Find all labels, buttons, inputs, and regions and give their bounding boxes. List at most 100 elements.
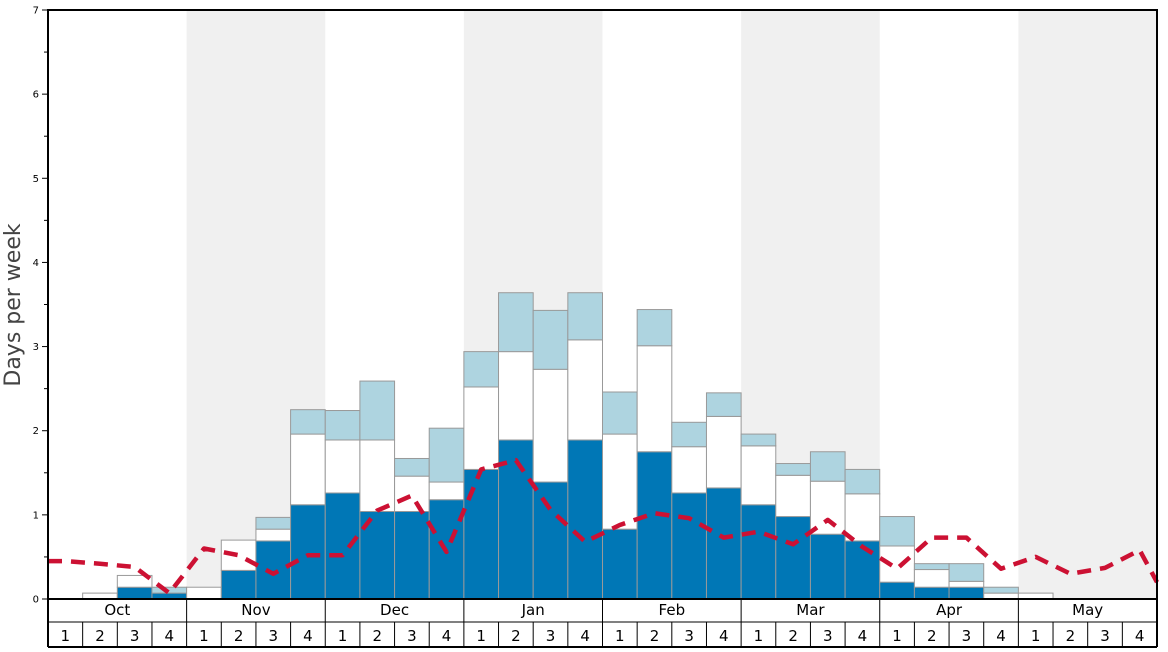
week-label: 1 [476, 627, 486, 645]
bar-segment [775, 474, 811, 518]
y-tick-label: 7 [33, 6, 39, 17]
week-label: 1 [1031, 627, 1041, 645]
week-label: 4 [1135, 627, 1145, 645]
bar-segment [879, 581, 915, 600]
week-label: 2 [372, 627, 382, 645]
month-band-may [1018, 10, 1157, 599]
y-axis-label: Days per week [1, 223, 26, 386]
bar-segment [116, 586, 153, 600]
bar-segment [948, 580, 985, 588]
week-label: 2 [788, 627, 798, 645]
week-label: 3 [684, 627, 694, 645]
bar-segment [498, 292, 534, 353]
month-label-nov: Nov [241, 601, 270, 619]
month-label-mar: Mar [796, 601, 825, 619]
week-label: 3 [407, 627, 417, 645]
week-label: 4 [580, 627, 590, 645]
bar-segment [948, 563, 985, 582]
bar-segment [324, 492, 361, 600]
week-label: 2 [927, 627, 937, 645]
bar-segment [359, 380, 396, 441]
week-label: 1 [754, 627, 764, 645]
bar-segment [636, 345, 673, 453]
week-label: 4 [996, 627, 1006, 645]
bar-segment [463, 468, 500, 600]
x-axis: Oct Nov Dec Jan Feb Mar Apr May 1 2 3 4 1 2 3 4 1 2 3 4 1 2 3 4… [47, 599, 1158, 648]
bar-segment [602, 528, 638, 600]
bar-segment [255, 516, 292, 530]
week-label: 2 [511, 627, 521, 645]
week-label: 3 [546, 627, 556, 645]
bar-segment [532, 309, 569, 370]
y-tick-label: 1 [33, 510, 39, 521]
bar-segment [809, 533, 846, 600]
bar-segment [324, 410, 361, 441]
bar-segment [220, 569, 257, 600]
bar-segment [775, 516, 811, 600]
week-label: 3 [130, 627, 140, 645]
bar-segment [983, 586, 1019, 594]
bar-segment [498, 439, 534, 600]
bar-segment [844, 468, 881, 495]
month-label-may: May [1072, 601, 1103, 619]
average-line [48, 457, 1159, 596]
bar-segment [879, 516, 915, 547]
bar-segment [879, 545, 915, 583]
bar-segment [671, 446, 707, 494]
bar-segment [532, 368, 569, 483]
y-tick-label: 4 [33, 258, 39, 269]
month-label-feb: Feb [659, 601, 686, 619]
bar-segment [671, 421, 707, 448]
week-label: 4 [442, 627, 452, 645]
y-tick-label: 3 [33, 342, 39, 353]
month-label-jan: Jan [521, 601, 545, 619]
bar-segment [844, 540, 881, 600]
bars [82, 292, 1054, 600]
week-label: 3 [962, 627, 972, 645]
bar-segment [740, 433, 777, 447]
week-label: 2 [650, 627, 660, 645]
bar-segment [913, 586, 950, 600]
bar-segment [809, 451, 846, 482]
bar-segment [913, 563, 950, 571]
y-axis: 0 1 2 3 4 5 6 7 [33, 6, 48, 606]
bar-segment [567, 439, 603, 600]
week-label: 4 [165, 627, 175, 645]
month-label-dec: Dec [380, 601, 409, 619]
y-tick-label: 2 [33, 426, 39, 437]
week-label: 3 [823, 627, 833, 645]
bar-segment [255, 528, 292, 542]
month-label-apr: Apr [936, 601, 963, 619]
bar-segment [775, 463, 811, 476]
bar-segment [705, 487, 742, 600]
bar-segment [359, 439, 396, 512]
bar-segment [394, 475, 430, 512]
bar-segment [394, 510, 430, 600]
y-tick-label: 6 [33, 90, 39, 101]
bar-segment [705, 392, 742, 417]
month-label-oct: Oct [104, 601, 130, 619]
bar-segment [636, 451, 673, 600]
week-label: 4 [303, 627, 313, 645]
bar-segment [567, 339, 603, 441]
bar-segment [671, 492, 707, 600]
bar-segment [428, 427, 465, 483]
week-label: 2 [95, 627, 105, 645]
bar-segment [255, 540, 292, 600]
bar-segment [290, 433, 326, 506]
week-label: 2 [234, 627, 244, 645]
bar-segment [394, 457, 430, 477]
bar-segment [532, 481, 569, 600]
week-label: 4 [858, 627, 868, 645]
plot-frame [47, 9, 1158, 600]
bar-segment [186, 586, 222, 600]
bar-segment [151, 586, 188, 594]
week-label: 2 [1066, 627, 1076, 645]
bar-segment [463, 386, 500, 470]
bar-segment [290, 504, 326, 600]
bar-segment [498, 351, 534, 441]
week-label: 1 [892, 627, 902, 645]
average-line-group [48, 457, 1159, 596]
week-label: 4 [719, 627, 729, 645]
